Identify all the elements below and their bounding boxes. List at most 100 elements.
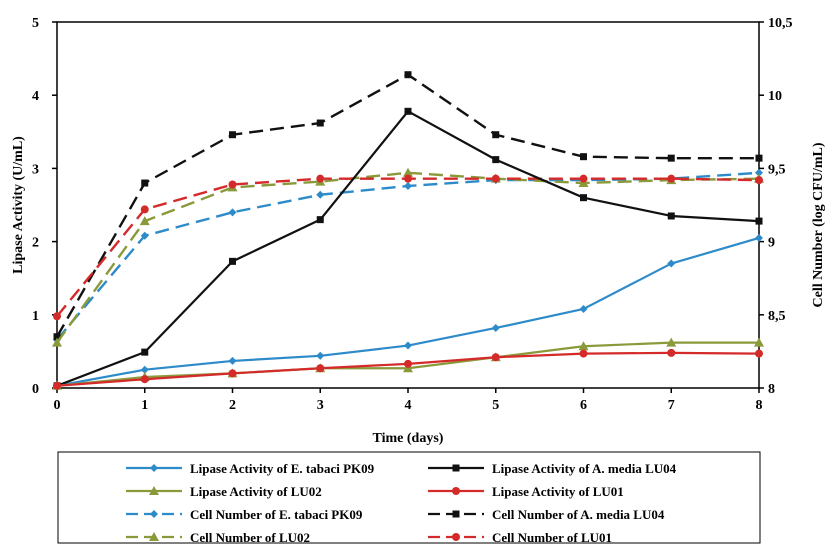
legend-swatch-marker	[150, 510, 158, 518]
legend-swatch-marker	[452, 464, 460, 472]
series-6	[52, 167, 764, 347]
x-tick-label: 0	[54, 398, 61, 413]
data-point	[579, 174, 588, 183]
data-point	[403, 167, 413, 177]
y-right-tick-label: 9	[768, 236, 775, 251]
x-tick-label: 1	[141, 398, 148, 413]
legend-label: Cell Number of E. tabaci PK09	[190, 507, 363, 522]
data-point	[316, 351, 325, 360]
series-line	[56, 171, 760, 341]
legend-item: Lipase Activity of A. media LU04	[428, 461, 677, 476]
data-point	[228, 369, 237, 378]
data-point	[667, 348, 676, 357]
legend-swatch-marker	[149, 486, 159, 495]
y-right-tick-label: 8,5	[768, 309, 786, 324]
legend-swatch-marker	[452, 533, 460, 541]
data-point	[53, 333, 61, 341]
legend-item: Cell Number of A. media LU04	[428, 507, 665, 522]
data-point	[316, 190, 325, 199]
data-point	[316, 174, 325, 183]
data-point	[140, 365, 149, 374]
legend-label: Lipase Activity of A. media LU04	[492, 461, 677, 476]
data-point	[755, 176, 763, 185]
data-point	[666, 337, 677, 347]
data-point	[141, 179, 149, 187]
y-left-tick-label: 3	[32, 162, 39, 177]
data-point	[404, 341, 412, 350]
data-point	[579, 349, 588, 358]
data-point	[53, 381, 61, 390]
data-point	[578, 341, 589, 351]
data-point	[754, 337, 764, 347]
data-point	[141, 348, 149, 356]
legend-item: Cell Number of E. tabaci PK09	[126, 507, 363, 522]
data-point	[228, 208, 237, 217]
data-point	[316, 216, 324, 224]
data-point	[667, 174, 676, 183]
series-5	[53, 71, 763, 341]
x-tick-label: 6	[580, 398, 587, 413]
legend-item: Cell Number of LU01	[428, 530, 612, 544]
data-point	[140, 375, 149, 384]
x-tick-label: 3	[317, 398, 324, 413]
y-left-tick-label: 1	[32, 309, 39, 324]
legend-label: Cell Number of LU01	[492, 530, 612, 544]
x-tick-label: 5	[492, 398, 499, 413]
data-point	[580, 194, 587, 202]
y-right-tick-label: 10,5	[768, 16, 793, 31]
y-left-tick-label: 4	[32, 89, 39, 104]
legend-label: Lipase Activity of LU01	[492, 484, 624, 499]
y-right-tick-label: 9,5	[768, 162, 786, 177]
data-point	[52, 337, 62, 347]
data-point	[667, 259, 676, 268]
data-point	[755, 168, 763, 177]
data-point	[53, 312, 61, 321]
series-line	[56, 177, 760, 318]
x-tick-label: 7	[668, 398, 675, 413]
x-tick-label: 2	[229, 398, 236, 413]
data-point	[667, 154, 675, 162]
legend-label: Lipase Activity of E. tabaci PK09	[190, 461, 375, 476]
y-right-tick-label: 8	[768, 382, 775, 397]
data-point	[229, 131, 236, 139]
data-point	[404, 174, 412, 183]
data-point	[492, 156, 500, 164]
data-point	[755, 233, 763, 242]
data-point	[404, 107, 412, 115]
series-7	[53, 174, 763, 321]
series-4	[53, 168, 763, 344]
legend-swatch-marker	[452, 487, 460, 495]
data-point	[228, 356, 237, 365]
data-point	[140, 231, 149, 240]
data-point	[404, 181, 412, 190]
legend-swatch-marker	[149, 532, 159, 541]
data-point	[491, 323, 500, 332]
legend-item: Lipase Activity of LU01	[428, 484, 624, 499]
y-left-axis-label: Lipase Activity (U/mL)	[11, 136, 26, 274]
data-point	[492, 131, 500, 139]
data-point	[229, 257, 236, 265]
data-point	[140, 205, 149, 214]
y-right-tick-label: 10	[768, 89, 782, 104]
y-left-tick-label: 5	[32, 16, 39, 31]
y-left-tick-label: 0	[32, 382, 39, 397]
data-point	[316, 119, 324, 127]
x-axis-label: Time (days)	[373, 431, 444, 446]
legend-item: Cell Number of LU02	[126, 530, 310, 544]
data-point	[316, 364, 325, 373]
y-left-tick-label: 2	[32, 236, 39, 251]
legend-label: Cell Number of LU02	[190, 530, 310, 544]
data-point	[491, 174, 500, 183]
data-point	[228, 180, 237, 189]
legend-label: Lipase Activity of LU02	[190, 484, 322, 499]
data-point	[580, 153, 587, 161]
x-tick-label: 4	[405, 398, 412, 413]
data-point	[755, 349, 763, 358]
data-point	[139, 216, 150, 226]
legend-label: Cell Number of A. media LU04	[492, 507, 665, 522]
series-1	[53, 107, 763, 390]
x-tick-label: 8	[756, 398, 763, 413]
data-point	[404, 71, 412, 79]
